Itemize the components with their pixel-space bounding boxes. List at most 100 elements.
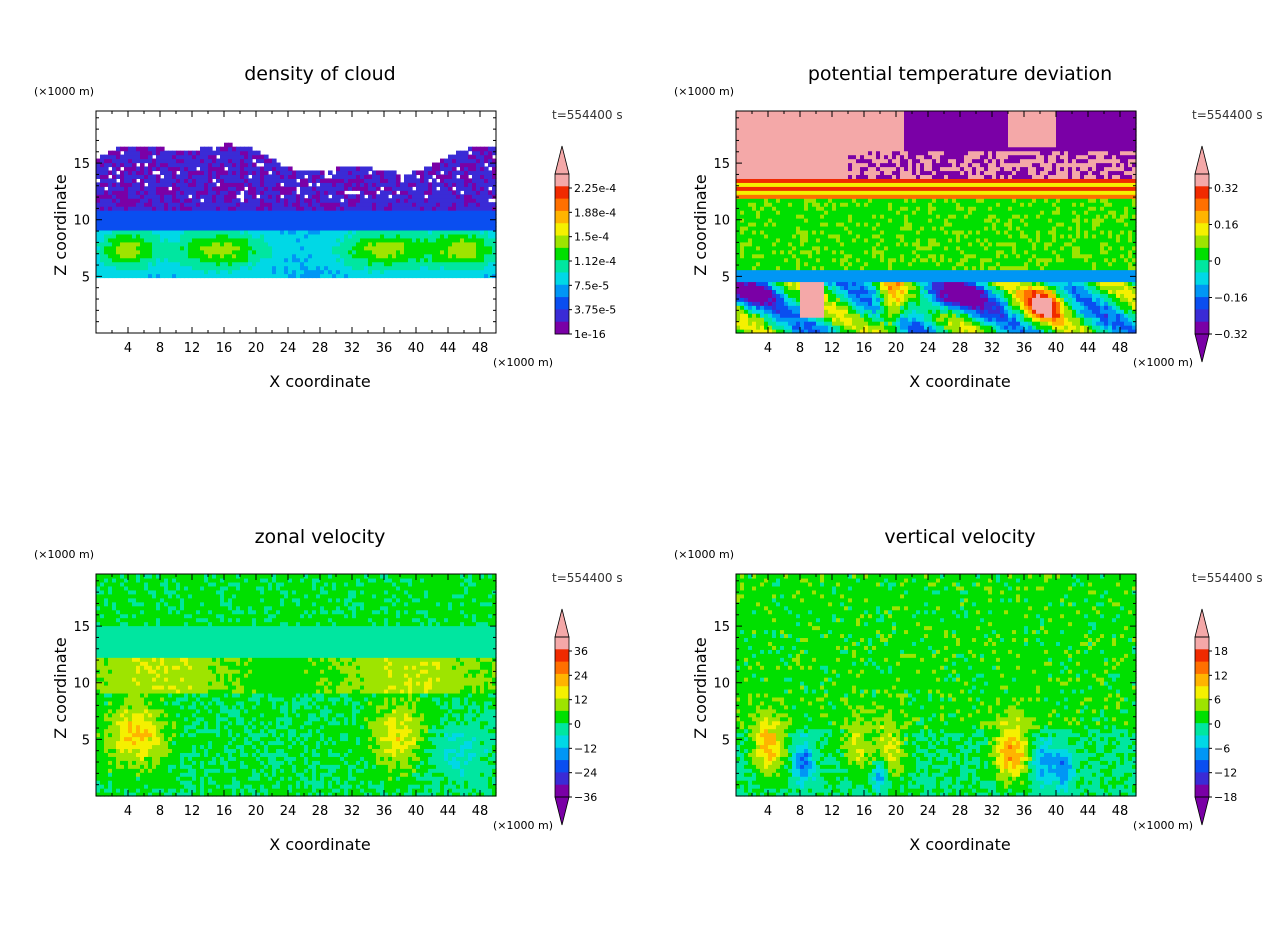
- heatmap-cell: [848, 198, 853, 203]
- heatmap-cell: [152, 265, 157, 271]
- heatmap-cell: [184, 245, 189, 251]
- heatmap-cell: [824, 122, 829, 128]
- heatmap-cell: [784, 158, 789, 164]
- heatmap-cell: [340, 222, 345, 227]
- heatmap-cell: [452, 273, 457, 279]
- heatmap-cell: [396, 229, 401, 235]
- heatmap-cell: [868, 313, 873, 318]
- heatmap-cell: [292, 214, 297, 219]
- heatmap-cell: [752, 170, 757, 176]
- heatmap-cell: [812, 118, 817, 124]
- heatmap-cell: [740, 186, 745, 191]
- heatmap-cell: [836, 150, 841, 156]
- heatmap-cell: [744, 233, 749, 239]
- heatmap-cell: [96, 202, 101, 207]
- heatmap-cell: [424, 241, 429, 247]
- heatmap-cell: [788, 202, 793, 207]
- heatmap-cell: [344, 229, 349, 235]
- heatmap-cell: [784, 210, 789, 215]
- heatmap-cell: [760, 253, 765, 259]
- heatmap-cell: [844, 241, 849, 247]
- heatmap-cell: [836, 305, 841, 310]
- heatmap-cell: [292, 194, 297, 199]
- heatmap-cell: [124, 229, 129, 235]
- heatmap-cell: [424, 218, 429, 223]
- heatmap-cell: [168, 198, 173, 203]
- heatmap-cell: [752, 126, 757, 132]
- heatmap-cell: [812, 126, 817, 132]
- heatmap-cell: [168, 166, 173, 172]
- heatmap-cell: [448, 237, 453, 243]
- heatmap-cell: [760, 265, 765, 271]
- heatmap-cell: [424, 202, 429, 207]
- heatmap-cell: [836, 166, 841, 172]
- heatmap-cell: [200, 174, 205, 179]
- heatmap-cell: [384, 229, 389, 235]
- heatmap-cell: [344, 186, 349, 191]
- heatmap-cell: [256, 249, 261, 255]
- heatmap-cell: [232, 198, 237, 203]
- heatmap-cell: [340, 218, 345, 223]
- heatmap-cell: [852, 305, 857, 310]
- heatmap-cell: [316, 261, 321, 267]
- heatmap-cell: [788, 170, 793, 176]
- heatmap-cell: [772, 269, 777, 275]
- heatmap-cell: [768, 114, 773, 120]
- heatmap-cell: [764, 146, 769, 152]
- heatmap-cell: [128, 253, 133, 259]
- heatmap-cell: [440, 190, 445, 195]
- heatmap-cell: [812, 146, 817, 152]
- heatmap-cell: [452, 218, 457, 223]
- heatmap-cell: [464, 210, 469, 215]
- heatmap-cell: [736, 249, 741, 255]
- heatmap-cell: [832, 182, 837, 187]
- heatmap-cell: [324, 233, 329, 239]
- heatmap-cell: [480, 206, 485, 211]
- heatmap-cell: [788, 313, 793, 318]
- colorbar-segment: [555, 210, 569, 224]
- heatmap-cell: [456, 182, 461, 187]
- heatmap-cell: [116, 269, 121, 275]
- heatmap-cell: [440, 174, 445, 179]
- heatmap-cell: [460, 237, 465, 243]
- heatmap-cell: [788, 206, 793, 211]
- heatmap-cell: [852, 130, 857, 136]
- heatmap-cell: [804, 114, 809, 120]
- heatmap-cell: [132, 198, 137, 203]
- heatmap-cell: [836, 273, 841, 279]
- heatmap-cell: [128, 269, 133, 275]
- heatmap-cell: [452, 154, 457, 160]
- heatmap-cell: [788, 297, 793, 302]
- heatmap-cell: [436, 202, 441, 207]
- heatmap-cell: [152, 150, 157, 156]
- heatmap-cell: [844, 225, 849, 231]
- heatmap-cell: [368, 186, 373, 191]
- heatmap-cell: [112, 214, 117, 219]
- heatmap-cell: [796, 182, 801, 187]
- heatmap-cell: [804, 146, 809, 152]
- heatmap-cell: [740, 313, 745, 318]
- heatmap-cell: [820, 237, 825, 243]
- heatmap-cell: [160, 198, 165, 203]
- heatmap-cell: [444, 245, 449, 251]
- heatmap-cell: [744, 285, 749, 290]
- heatmap-cell: [368, 166, 373, 172]
- heatmap-cell: [856, 237, 861, 243]
- heatmap-cell: [744, 142, 749, 148]
- heatmap-cell: [840, 265, 845, 271]
- heatmap-cell: [148, 237, 153, 243]
- heatmap-cell: [392, 257, 397, 263]
- heatmap-cell: [328, 229, 333, 235]
- heatmap-cell: [152, 194, 157, 199]
- heatmap-cell: [872, 321, 877, 326]
- heatmap-cell: [224, 225, 229, 231]
- heatmap-cell: [420, 261, 425, 267]
- heatmap-cell: [740, 325, 745, 330]
- heatmap-cell: [852, 249, 857, 255]
- heatmap-cell: [836, 285, 841, 290]
- heatmap-cell: [784, 206, 789, 211]
- heatmap-cell: [824, 206, 829, 211]
- heatmap-cell: [848, 253, 853, 259]
- heatmap-cell: [236, 253, 241, 259]
- heatmap-cell: [860, 253, 865, 259]
